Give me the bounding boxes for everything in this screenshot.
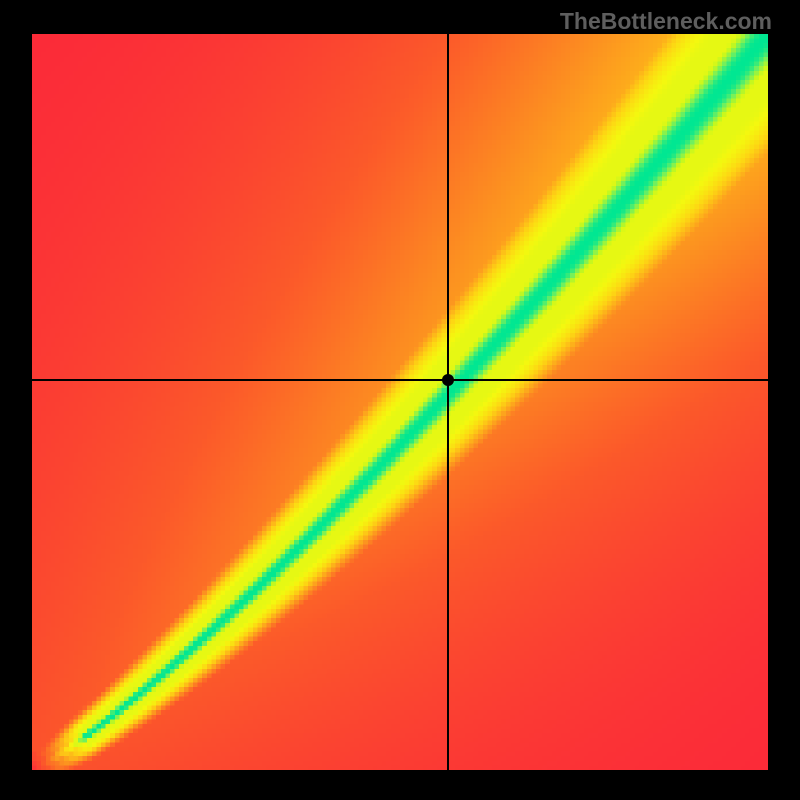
bottleneck-heatmap [32, 34, 768, 770]
crosshair-marker [442, 374, 454, 386]
watermark-text: TheBottleneck.com [560, 8, 772, 35]
crosshair-vertical [447, 34, 449, 770]
chart-container: TheBottleneck.com [0, 0, 800, 800]
crosshair-horizontal [32, 379, 768, 381]
